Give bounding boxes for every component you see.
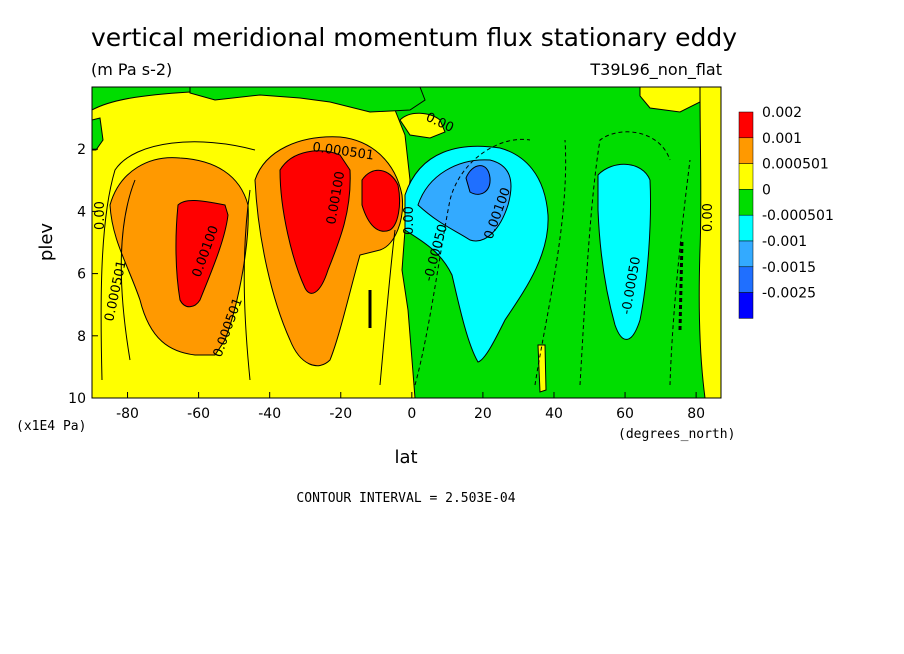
legend-swatch [738, 214, 754, 242]
fill-nh-trop-blue2 [465, 165, 491, 195]
y-tick-label: 4 [77, 204, 86, 220]
negative-contours [414, 131, 691, 386]
plot-frame [91, 86, 722, 399]
y-units: (x1E4 Pa) [16, 419, 86, 434]
y-axis-label: plev [36, 223, 57, 262]
x-tick-label: -60 [187, 406, 210, 422]
x-units: (degrees_north) [618, 427, 735, 442]
y-tick-label: 6 [77, 267, 86, 283]
fill-sh-eq-red [361, 170, 401, 232]
fill-nh-thin-yellow [537, 344, 547, 393]
chart-units: (m Pa s-2) [91, 60, 172, 79]
plot-area [91, 86, 722, 399]
legend-label: 0 [762, 182, 771, 198]
contour-label: 0.00 [402, 206, 417, 235]
y-tick-label: 10 [68, 391, 86, 407]
legend-label: -0.0025 [762, 286, 816, 302]
y-tick-label: 2 [77, 142, 86, 158]
legend-swatch [738, 292, 754, 319]
x-axis: -80 -60 -40 -20 0 20 40 60 80 [116, 392, 705, 422]
fill-nh-top-yellow [639, 87, 701, 113]
x-tick-label: 0 [407, 406, 416, 422]
y-axis: 2 4 6 8 10 [68, 142, 98, 407]
x-tick-label: -20 [329, 406, 352, 422]
x-tick-label: 80 [687, 406, 705, 422]
fill-top-green [189, 87, 426, 113]
x-tick-label: 20 [474, 406, 492, 422]
legend-label: -0.000501 [762, 208, 834, 224]
contour-fills [92, 87, 721, 398]
legend-swatch [738, 163, 754, 190]
run-label: T39L96_non_flat [589, 60, 722, 80]
legend-label: 0.000501 [762, 157, 829, 173]
legend-swatch [738, 137, 754, 164]
legend-label: 0.001 [762, 131, 802, 147]
fill-left-green [92, 117, 104, 151]
legend-swatch [738, 240, 754, 268]
contour-label: 0.00 [701, 203, 716, 232]
chart-title: vertical meridional momentum flux statio… [91, 23, 737, 52]
contour-label: 0.00 [93, 201, 108, 230]
x-tick-label: 40 [545, 406, 563, 422]
color-legend: 0.002 0.001 0.000501 0 -0.000501 -0.001 -0.001… [738, 105, 834, 319]
x-tick-label: -80 [116, 406, 139, 422]
legend-label: -0.0015 [762, 260, 816, 276]
legend-label: -0.001 [762, 234, 807, 250]
legend-swatch [738, 189, 754, 216]
legend-label: 0.002 [762, 105, 802, 121]
positive-contours [100, 141, 396, 386]
legend-swatch [738, 266, 754, 293]
x-tick-label: 60 [616, 406, 634, 422]
y-tick-label: 8 [77, 329, 86, 345]
fill-nh-mid-cyan [597, 163, 652, 340]
contour-interval-note: CONTOUR INTERVAL = 2.503E-04 [296, 491, 515, 506]
legend-swatch [738, 111, 754, 139]
fill-sh-west-red [175, 200, 229, 308]
fill-sh-east-red [279, 150, 351, 294]
fill-top-yellow-blob [399, 112, 446, 139]
fill-nh-high-yellow [698, 87, 721, 398]
x-tick-label: -40 [258, 406, 281, 422]
x-axis-label: lat [394, 447, 417, 468]
